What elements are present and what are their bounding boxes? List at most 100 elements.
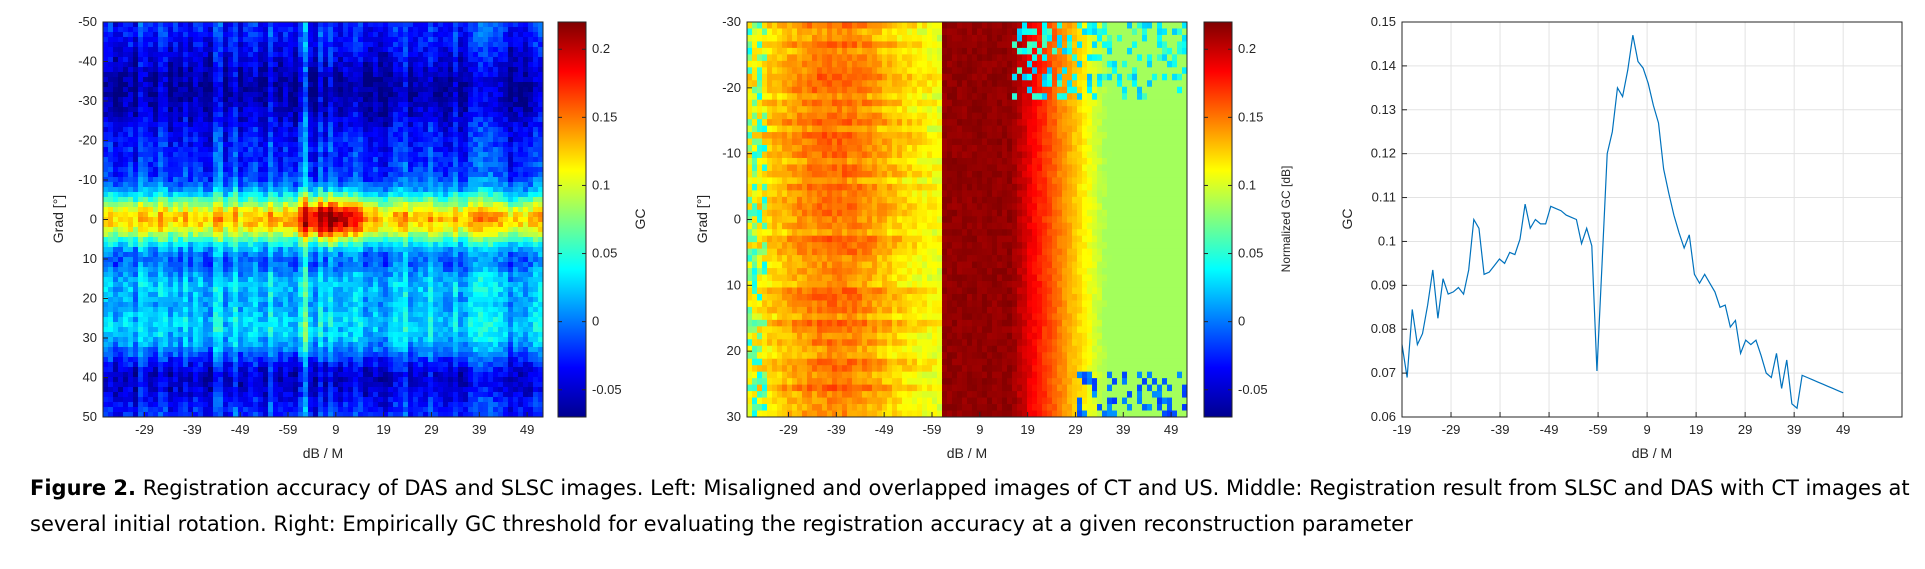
heatmap-cell: [253, 107, 259, 113]
heatmap-cell: [193, 52, 199, 58]
heatmap-cell: [388, 252, 394, 258]
heatmap-cell: [333, 142, 339, 148]
heatmap-cell: [153, 42, 159, 48]
heatmap-cell: [143, 142, 149, 148]
heatmap-cell: [183, 32, 189, 38]
heatmap-cell: [338, 22, 344, 28]
heatmap-cell: [428, 197, 434, 203]
heatmap-cell: [328, 267, 334, 273]
heatmap-cell: [233, 207, 239, 213]
heatmap-cell: [128, 237, 134, 243]
heatmap-cell: [538, 102, 544, 108]
heatmap-cell: [243, 257, 249, 263]
heatmap-cell: [303, 27, 309, 33]
heatmap-cell: [478, 97, 484, 103]
heatmap-cell: [308, 47, 314, 53]
heatmap-cell: [413, 282, 419, 288]
heatmap-cell: [148, 142, 154, 148]
heatmap-cell: [318, 47, 324, 53]
heatmap-cell: [483, 222, 489, 228]
heatmap-cell: [318, 107, 324, 113]
heatmap-cell: [133, 272, 139, 278]
heatmap-cell: [363, 302, 369, 308]
heatmap-cell: [363, 227, 369, 233]
heatmap-cell: [148, 162, 154, 168]
heatmap-cell: [483, 87, 489, 93]
heatmap-cell: [133, 227, 139, 233]
heatmap-cell: [538, 37, 544, 43]
heatmap-cell: [268, 277, 274, 283]
heatmap-cell: [223, 122, 229, 128]
heatmap-cell: [403, 197, 409, 203]
heatmap-cell: [413, 252, 419, 258]
heatmap-cell: [298, 92, 304, 98]
heatmap-cell: [433, 172, 439, 178]
heatmap-cell: [143, 232, 149, 238]
heatmap-cell: [303, 247, 309, 253]
heatmap-cell: [188, 72, 194, 78]
heatmap-cell: [193, 107, 199, 113]
heatmap-cell: [263, 247, 269, 253]
heatmap-cell: [183, 142, 189, 148]
heatmap-cell: [483, 82, 489, 88]
heatmap-cell: [383, 87, 389, 93]
heatmap-cell: [183, 232, 189, 238]
heatmap-cell: [413, 267, 419, 273]
heatmap-cell: [343, 52, 349, 58]
heatmap-cell: [413, 302, 419, 308]
heatmap-cell: [463, 287, 469, 293]
heatmap-cell: [178, 157, 184, 163]
heatmap-cell: [338, 252, 344, 258]
heatmap-cell: [113, 247, 119, 253]
heatmap-cell: [503, 137, 509, 143]
heatmap-cell: [363, 62, 369, 68]
heatmap-cell: [208, 187, 214, 193]
heatmap-cell: [378, 62, 384, 68]
heatmap-cell: [423, 282, 429, 288]
heatmap-cell: [123, 287, 129, 293]
heatmap-cell: [163, 27, 169, 33]
heatmap-cell: [338, 117, 344, 123]
heatmap-cell: [538, 217, 544, 223]
heatmap-cell: [363, 87, 369, 93]
heatmap-cell: [193, 257, 199, 263]
heatmap-cell: [448, 172, 454, 178]
heatmap-cell: [473, 297, 479, 303]
heatmap-cell: [358, 152, 364, 158]
heatmap-cell: [368, 147, 374, 153]
heatmap-cell: [443, 242, 449, 248]
heatmap-cell: [183, 112, 189, 118]
heatmap-cell: [358, 197, 364, 203]
heatmap-cell: [103, 282, 109, 288]
heatmap-cell: [483, 67, 489, 73]
heatmap-cell: [488, 107, 494, 113]
heatmap-cell: [188, 102, 194, 108]
heatmap-cell: [313, 157, 319, 163]
heatmap-cell: [458, 47, 464, 53]
heatmap-cell: [463, 137, 469, 143]
heatmap-cell: [368, 282, 374, 288]
heatmap-cell: [193, 92, 199, 98]
heatmap-cell: [128, 257, 134, 263]
heatmap-cell: [338, 262, 344, 268]
heatmap-cell: [283, 247, 289, 253]
heatmap-cell: [303, 32, 309, 38]
heatmap-cell: [423, 62, 429, 68]
heatmap-cell: [503, 297, 509, 303]
heatmap-cell: [293, 117, 299, 123]
heatmap-cell: [103, 137, 109, 143]
heatmap-cell: [113, 172, 119, 178]
heatmap-cell: [363, 167, 369, 173]
heatmap-cell: [123, 182, 129, 188]
heatmap-cell: [443, 32, 449, 38]
heatmap-cell: [158, 267, 164, 273]
heatmap-cell: [428, 272, 434, 278]
heatmap-cell: [243, 72, 249, 78]
heatmap-cell: [308, 117, 314, 123]
heatmap-cell: [453, 252, 459, 258]
heatmap-cell: [208, 182, 214, 188]
heatmap-cell: [213, 202, 219, 208]
heatmap-cell: [273, 27, 279, 33]
heatmap-cell: [268, 107, 274, 113]
heatmap-cell: [183, 97, 189, 103]
